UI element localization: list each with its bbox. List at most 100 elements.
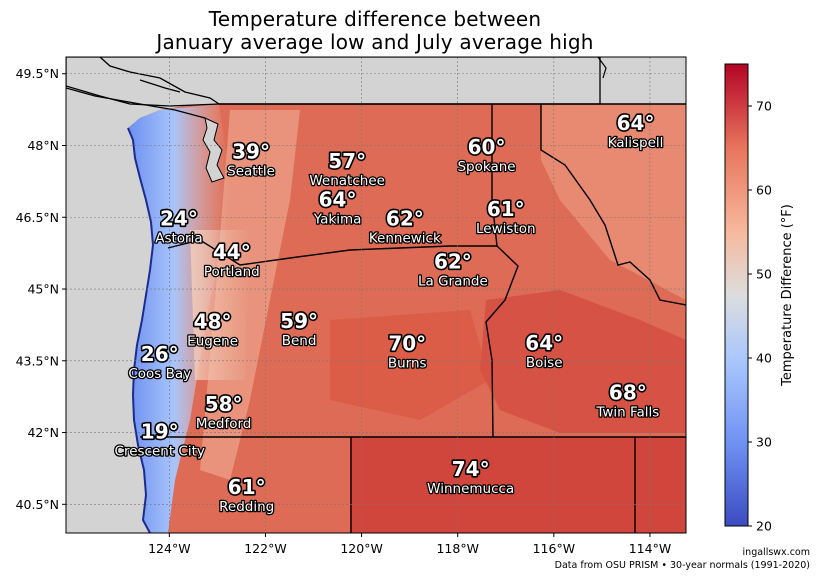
city-label: 60°Spokane bbox=[456, 133, 517, 176]
colorbar: 20 30 40 50 60 70 Temperature Difference (°F) bbox=[724, 63, 795, 534]
bc-inlet bbox=[139, 79, 181, 93]
city-name: Yakima bbox=[313, 211, 362, 227]
vancouver-island bbox=[66, 87, 206, 119]
colorbar-tick-label: 30 bbox=[756, 435, 772, 450]
city-label: 64°Kalispell bbox=[606, 109, 664, 152]
city-label: 24°Astoria bbox=[154, 205, 204, 248]
city-temperature-difference: 74° bbox=[452, 457, 490, 481]
city-temperature-difference: 64° bbox=[319, 187, 357, 211]
colorbar-gradient bbox=[724, 63, 749, 527]
colorbar-tick-label: 50 bbox=[756, 267, 772, 282]
credit-site: ingallswx.com bbox=[742, 547, 810, 558]
city-temperature-difference: 70° bbox=[388, 331, 426, 355]
hot-region-burns bbox=[330, 310, 490, 420]
lat-tick-label: 40.5°N bbox=[16, 497, 59, 512]
bc-coastline bbox=[99, 57, 220, 105]
city-temperature-difference: 61° bbox=[228, 475, 266, 499]
city-label: 59°Bend bbox=[279, 307, 320, 350]
city-name: Seattle bbox=[227, 164, 275, 180]
lat-tick-label: 42°N bbox=[27, 425, 59, 440]
hot-region-nevada bbox=[350, 437, 686, 533]
city-temperature-difference: 59° bbox=[280, 309, 318, 333]
city-name: Medford bbox=[196, 416, 251, 432]
lat-tick-label: 43.5°N bbox=[16, 353, 59, 368]
credit-source: Data from OSU PRISM • 30-year normals (1… bbox=[554, 560, 810, 571]
city-name: Kennewick bbox=[369, 231, 441, 247]
map-area bbox=[66, 57, 686, 533]
city-label: 70°Burns bbox=[387, 330, 428, 373]
city-label: 58°Medford bbox=[195, 390, 253, 433]
city-temperature-difference: 64° bbox=[617, 111, 655, 135]
city-name: Twin Falls bbox=[595, 405, 659, 421]
city-name: Boise bbox=[526, 355, 563, 371]
city-label: 48°Eugene bbox=[186, 308, 239, 351]
state-borders bbox=[140, 103, 686, 533]
willamette-valley-shading bbox=[190, 230, 250, 380]
city-name: Coos Bay bbox=[128, 366, 191, 382]
lat-tick-label: 45°N bbox=[27, 282, 59, 297]
or-id-border bbox=[485, 245, 519, 438]
city-label: 57°Wenatchee bbox=[308, 148, 386, 191]
city-name: Astoria bbox=[155, 231, 202, 247]
colorbar-tick-label: 20 bbox=[756, 519, 772, 534]
city-label: 39°Seattle bbox=[226, 138, 276, 181]
lon-tick-label: 114°W bbox=[629, 541, 671, 556]
city-temperature-difference: 62° bbox=[434, 250, 472, 274]
city-temperature-difference: 24° bbox=[160, 207, 198, 231]
wa-or-border bbox=[167, 239, 497, 266]
latitude-axis: 49.5°N 48°N 46.5°N 45°N 43.5°N 42°N 40.5°N bbox=[16, 66, 66, 512]
city-name: Wenatchee bbox=[309, 173, 385, 189]
colorbar-tick-label: 70 bbox=[756, 99, 772, 114]
lat-tick-label: 48°N bbox=[27, 138, 59, 153]
city-name: Winnemucca bbox=[427, 481, 514, 497]
longitude-axis: 124°W 122°W 120°W 118°W 116°W 114°W bbox=[148, 533, 671, 556]
lon-tick-label: 122°W bbox=[244, 541, 286, 556]
city-label: 61°Redding bbox=[218, 473, 276, 516]
city-temperature-difference: 39° bbox=[232, 140, 270, 164]
colorbar-label: Temperature Difference (°F) bbox=[780, 204, 795, 387]
pacific-coastline bbox=[127, 127, 155, 533]
puget-sound bbox=[202, 117, 225, 183]
city-name: Bend bbox=[282, 333, 317, 349]
graticule-grid bbox=[66, 57, 686, 533]
city-name: Redding bbox=[219, 499, 274, 515]
city-label: 26°Coos Bay bbox=[127, 340, 192, 383]
city-temperature-difference: 58° bbox=[205, 392, 243, 416]
city-name: Lewiston bbox=[476, 221, 536, 237]
lat-tick-label: 49.5°N bbox=[16, 66, 59, 81]
city-name: Spokane bbox=[457, 159, 515, 175]
city-label: 62°La Grande bbox=[417, 248, 489, 291]
city-name: Portland bbox=[204, 264, 260, 280]
hot-region-idaho bbox=[480, 290, 686, 433]
city-label: 64°Yakima bbox=[311, 186, 362, 229]
colorbar-ticks: 20 30 40 50 60 70 bbox=[748, 99, 772, 534]
city-temperature-difference: 48° bbox=[194, 309, 232, 333]
city-name: Burns bbox=[388, 355, 427, 371]
id-mt-border bbox=[540, 104, 686, 306]
city-label: 74°Winnemucca bbox=[426, 455, 516, 498]
map-title-line-2: January average low and July average hig… bbox=[156, 30, 594, 54]
city-label: 61°Lewiston bbox=[475, 195, 537, 238]
city-temperature-difference: 62° bbox=[386, 207, 424, 231]
city-labels: 39°Seattle 57°Wenatchee 60°Spokane 64°Kalis… bbox=[113, 109, 664, 516]
lon-tick-label: 118°W bbox=[436, 541, 478, 556]
city-temperature-difference: 19° bbox=[141, 419, 179, 443]
city-temperature-difference: 44° bbox=[213, 240, 251, 264]
coastal-cool-zone bbox=[128, 104, 230, 533]
city-temperature-difference: 57° bbox=[328, 149, 366, 173]
colorbar-tick-label: 40 bbox=[756, 351, 772, 366]
lon-tick-label: 120°W bbox=[340, 541, 382, 556]
wa-id-border bbox=[491, 104, 498, 247]
map-title-line-1: Temperature difference between bbox=[208, 7, 542, 31]
colorbar-tick-label: 60 bbox=[756, 183, 772, 198]
city-temperature-difference: 60° bbox=[468, 135, 506, 159]
city-temperature-difference: 68° bbox=[609, 381, 647, 405]
city-name: Eugene bbox=[187, 333, 238, 349]
flathead-lake bbox=[597, 57, 607, 79]
city-name: La Grande bbox=[418, 274, 488, 290]
city-label: 62°Kennewick bbox=[368, 205, 443, 248]
city-name: Crescent City bbox=[115, 443, 205, 459]
city-temperature-difference: 61° bbox=[487, 197, 525, 221]
city-label: 19°Crescent City bbox=[113, 418, 206, 461]
